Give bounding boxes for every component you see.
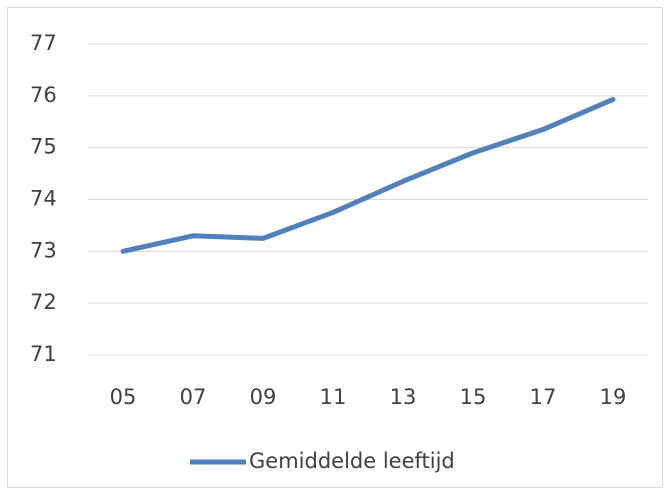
x-tick-label: 11 [320,385,347,409]
y-tick-label: 72 [30,290,57,314]
y-tick-label: 74 [30,187,57,211]
x-tick-label: 09 [250,385,277,409]
y-tick-label: 71 [30,342,57,366]
x-tick-label: 13 [390,385,417,409]
x-tick-label: 15 [460,385,487,409]
y-tick-label: 75 [30,135,57,159]
y-tick-label: 73 [30,238,57,262]
x-tick-label: 05 [110,385,137,409]
x-tick-label: 17 [530,385,557,409]
data-line [120,96,616,254]
legend-label: Gemiddelde leeftijd [249,449,455,473]
x-tick-label: 07 [180,385,207,409]
y-tick-label: 76 [30,83,57,107]
y-tick-label: 77 [30,31,57,55]
chart-border [7,7,663,488]
x-tick-label: 19 [600,385,627,409]
